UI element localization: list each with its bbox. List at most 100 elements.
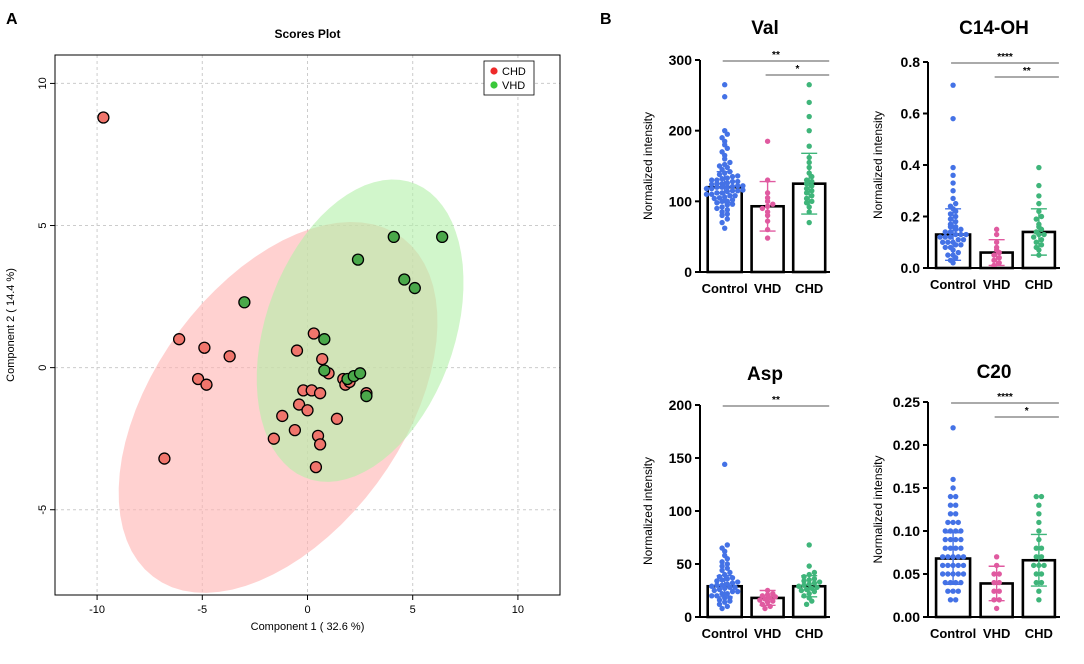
point-control — [950, 188, 956, 194]
point-chd — [801, 578, 807, 584]
point-chd — [1038, 545, 1045, 551]
y-tick-label: 10 — [37, 77, 49, 89]
point-control — [947, 211, 954, 217]
point-chd — [1033, 216, 1039, 222]
point-control — [947, 597, 954, 603]
point-control — [945, 562, 951, 569]
y-tick-label: 150 — [669, 450, 693, 466]
point-vhd — [387, 230, 400, 244]
y-tick-label: 200 — [669, 397, 693, 413]
point-control — [729, 183, 736, 190]
point-control — [719, 149, 725, 155]
point-chd — [309, 460, 323, 474]
y-axis-title: Normalized intensity — [871, 111, 885, 219]
point-chd — [1038, 213, 1045, 220]
point-control — [729, 178, 736, 185]
point-vhd — [996, 579, 1002, 586]
point-chd — [809, 188, 815, 194]
point-chd — [806, 563, 812, 569]
y-tick-label: 100 — [669, 503, 693, 519]
point-control — [716, 601, 723, 607]
point-vhd — [770, 201, 776, 207]
point-chd — [809, 178, 815, 185]
point-control — [952, 493, 959, 500]
point-control — [716, 597, 723, 603]
point-control — [724, 207, 730, 213]
point-vhd — [757, 597, 763, 603]
point-vhd — [398, 273, 411, 286]
point-chd — [811, 576, 818, 582]
category-label-control: Control — [930, 277, 976, 292]
category-label-chd: CHD — [795, 626, 823, 641]
point-control — [942, 229, 948, 235]
point-chd — [811, 580, 818, 586]
point-chd — [172, 333, 186, 346]
point-vhd — [991, 597, 997, 603]
point-control — [709, 181, 715, 188]
y-tick-label: 0.20 — [893, 437, 920, 453]
x-tick-label: -10 — [89, 604, 105, 616]
point-chd — [803, 586, 810, 593]
point-control — [960, 562, 967, 569]
point-vhd — [993, 554, 1000, 560]
point-control — [947, 536, 954, 543]
point-chd — [806, 143, 812, 149]
point-control — [958, 545, 964, 551]
point-control — [719, 176, 725, 182]
point-vhd — [360, 389, 373, 403]
point-control — [719, 190, 725, 196]
x-tick-label: 5 — [410, 604, 416, 616]
point-chd — [1033, 554, 1039, 560]
point-control — [719, 605, 725, 612]
point-control — [716, 195, 723, 201]
point-control — [716, 574, 723, 580]
bar-control — [934, 557, 972, 619]
point-control — [958, 226, 964, 233]
point-control — [952, 213, 959, 220]
point-control — [939, 571, 946, 577]
point-chd — [801, 582, 807, 588]
point-chd — [307, 327, 320, 340]
point-chd — [200, 378, 213, 391]
point-control — [955, 588, 961, 594]
point-chd — [796, 583, 802, 589]
y-tick-label: 0.8 — [901, 54, 921, 70]
point-control — [722, 599, 728, 605]
chart-title-val: Val — [751, 18, 778, 39]
category-label-vhd: VHD — [754, 626, 781, 641]
point-control — [724, 576, 730, 582]
point-chd — [1033, 244, 1039, 251]
point-control — [727, 569, 733, 576]
point-chd — [1036, 528, 1042, 534]
point-chd — [806, 542, 812, 548]
point-control — [729, 188, 736, 194]
chart-title-asp: Asp — [747, 364, 783, 385]
point-control — [945, 239, 951, 245]
point-control — [735, 183, 741, 189]
point-chd — [803, 195, 810, 202]
point-chd — [288, 424, 302, 437]
point-control — [709, 593, 715, 599]
point-control — [945, 519, 951, 526]
point-chd — [806, 113, 812, 120]
point-control — [729, 173, 736, 180]
point-vhd — [436, 230, 449, 244]
y-tick-label: -5 — [37, 505, 49, 515]
point-chd — [803, 601, 810, 607]
point-control — [955, 249, 961, 256]
point-chd — [801, 574, 807, 580]
x-tick-label: 10 — [512, 604, 524, 616]
point-chd — [198, 341, 211, 354]
point-chd — [1030, 234, 1037, 240]
scores-plot-title: Scores Plot — [274, 27, 340, 41]
point-chd — [809, 192, 815, 199]
point-chd — [1036, 182, 1042, 189]
point-control — [714, 177, 720, 183]
point-chd — [801, 593, 807, 599]
point-control — [735, 188, 741, 194]
point-control — [945, 554, 951, 560]
point-chd — [806, 82, 812, 88]
point-chd — [313, 438, 327, 451]
point-control — [950, 82, 956, 88]
point-control — [709, 191, 715, 197]
